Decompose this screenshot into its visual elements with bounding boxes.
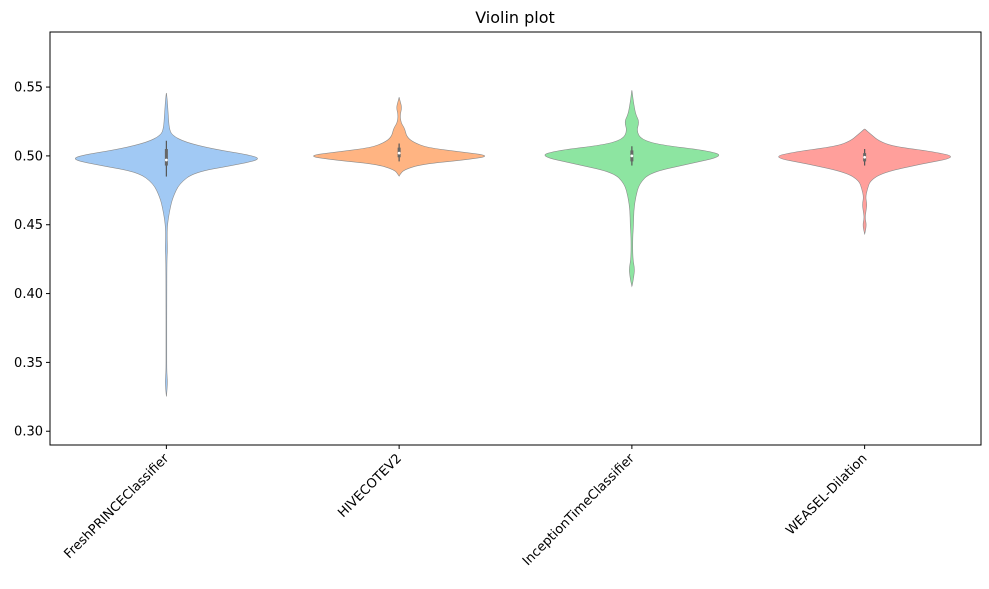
- iqr-box: [164, 149, 168, 166]
- x-tick-label: InceptionTimeClassifier: [520, 451, 638, 569]
- y-tick-label: 0.50: [14, 149, 43, 164]
- y-axis: 0.30 0.35 0.40 0.45 0.50 0.55: [14, 81, 50, 440]
- x-axis: FreshPRINCEClassifier HIVECOTEV2 Inception…: [61, 445, 870, 569]
- chart-title: Violin plot: [475, 8, 555, 27]
- y-tick-label: 0.30: [14, 425, 43, 440]
- violins-group: [74, 90, 951, 397]
- y-tick-label: 0.45: [14, 218, 43, 233]
- y-tick-label: 0.35: [14, 356, 43, 371]
- x-tick-label: HIVECOTEV2: [335, 451, 405, 521]
- median-point: [397, 151, 401, 155]
- x-tick-label: WEASEL-Dilation: [783, 451, 870, 538]
- x-tick-label: FreshPRINCEClassifier: [61, 451, 172, 562]
- y-tick-label: 0.55: [14, 81, 43, 96]
- violin-freshprinceclassifier: [74, 92, 258, 397]
- violin-hivecotev2: [313, 97, 485, 177]
- median-point: [164, 158, 168, 162]
- violin-weasel-dilation: [778, 128, 951, 236]
- median-point: [630, 154, 634, 158]
- median-point: [863, 155, 867, 159]
- y-tick-label: 0.40: [14, 287, 43, 302]
- plot-area-frame: [49, 31, 982, 446]
- violin-inceptiontimeclassifier: [544, 90, 720, 288]
